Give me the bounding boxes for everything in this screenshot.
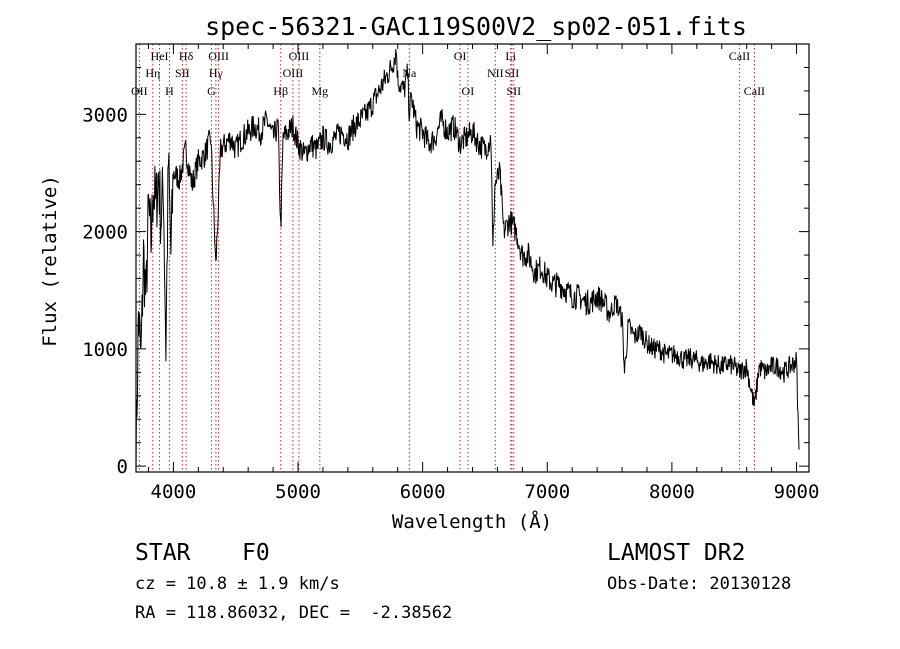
marker-label-16: NII bbox=[487, 66, 504, 80]
object-subclass: F0 bbox=[242, 540, 270, 566]
marker-label-2: HeI bbox=[151, 49, 169, 63]
x-tick-label-1: 5000 bbox=[275, 481, 321, 503]
marker-label-15: OI bbox=[462, 84, 475, 98]
marker-label-19: SII bbox=[506, 84, 521, 98]
marker-label-10: OIII bbox=[283, 66, 304, 80]
marker-label-12: Mg bbox=[311, 84, 328, 98]
y-tick-label-0: 0 bbox=[117, 456, 128, 478]
axis-ticks: 4000 5000 6000 7000 8000 9000 0 1000 2000 3000 bbox=[82, 44, 819, 503]
survey-name: LAMOST DR2 bbox=[607, 540, 746, 566]
marker-label-5: Hδ bbox=[179, 49, 194, 63]
y-tick-label-3: 3000 bbox=[82, 104, 128, 126]
spectrum-line bbox=[135, 48, 800, 470]
marker-label-14: OI bbox=[454, 49, 467, 63]
marker-label-8: OIII bbox=[208, 49, 229, 63]
x-tick-label-0: 4000 bbox=[151, 481, 197, 503]
obs-date-text: Obs-Date: 20130128 bbox=[607, 574, 792, 594]
y-axis-label: Flux (relative) bbox=[39, 175, 61, 347]
x-axis-label: Wavelength (Å) bbox=[392, 510, 552, 533]
x-tick-label-2: 6000 bbox=[400, 481, 446, 503]
marker-label-21: CaII bbox=[744, 84, 765, 98]
y-tick-label-1: 1000 bbox=[82, 339, 128, 361]
chart-title: spec-56321-GAC119S00V2_sp02-051.fits bbox=[205, 12, 747, 41]
x-tick-label-5: 9000 bbox=[774, 481, 820, 503]
marker-label-3: H bbox=[165, 84, 174, 98]
plot-frame bbox=[135, 43, 810, 473]
marker-label-20: CaII bbox=[729, 49, 750, 63]
y-tick-label-2: 2000 bbox=[82, 222, 128, 244]
redshift-text: cz = 10.8 ± 1.9 km/s bbox=[135, 574, 340, 594]
spectral-line-markers: OIIHηHeIHSIIHδGHγOIIIHβOIIIOIIIMgNaOIOIN… bbox=[131, 44, 765, 472]
marker-label-17: Li bbox=[505, 49, 516, 63]
marker-label-9: Hβ bbox=[273, 84, 288, 98]
object-type: STAR bbox=[135, 540, 191, 566]
coordinates-text: RA = 118.86032, DEC = -2.38562 bbox=[135, 603, 453, 623]
marker-label-7: Hγ bbox=[209, 66, 224, 80]
marker-label-1: Hη bbox=[145, 66, 160, 80]
x-tick-label-4: 8000 bbox=[649, 481, 695, 503]
marker-label-6: G bbox=[207, 84, 216, 98]
marker-label-4: SII bbox=[175, 66, 190, 80]
marker-label-13: Na bbox=[402, 66, 417, 80]
x-tick-label-3: 7000 bbox=[524, 481, 570, 503]
marker-label-11: OIII bbox=[289, 49, 310, 63]
marker-label-18: SII bbox=[505, 66, 520, 80]
